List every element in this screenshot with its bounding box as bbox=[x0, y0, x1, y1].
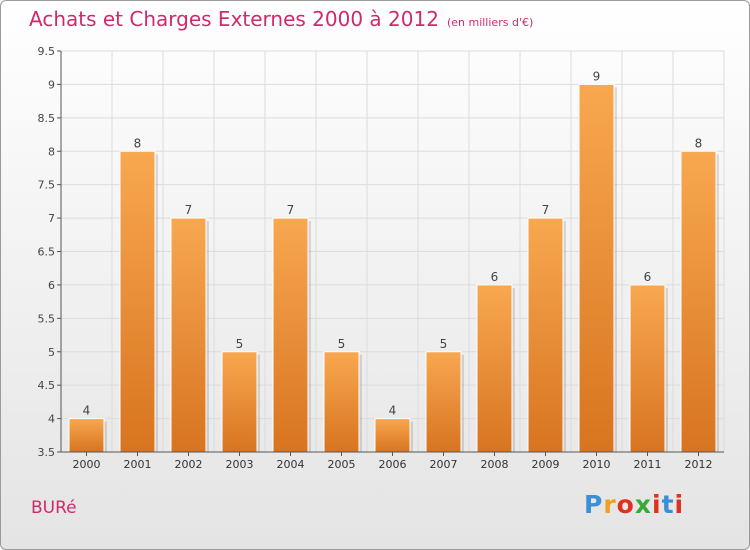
bar bbox=[170, 217, 207, 453]
logo-letter: o bbox=[616, 490, 635, 519]
bar bbox=[680, 150, 717, 453]
chart-title-text: Achats et Charges Externes 2000 à 2012 bbox=[29, 7, 439, 31]
bar bbox=[527, 217, 564, 453]
bar-value-label: 6 bbox=[491, 270, 499, 284]
bar-value-label: 4 bbox=[83, 404, 91, 418]
x-tick-label: 2008 bbox=[481, 458, 509, 471]
labels-group: 3.5 4 4.5 5 5.5 6 6.5 7 7.5 8 8.5 9 9.5 4 2000 8 2001 7 20… bbox=[38, 45, 713, 471]
bar-value-label: 7 bbox=[287, 203, 295, 217]
y-tick-label: 7 bbox=[48, 212, 55, 225]
bar-value-label: 8 bbox=[695, 136, 703, 150]
bar bbox=[221, 351, 258, 453]
bar bbox=[476, 284, 513, 453]
y-tick-label: 3.5 bbox=[38, 446, 56, 459]
y-tick-label: 6 bbox=[48, 279, 55, 292]
bar bbox=[68, 418, 105, 453]
y-tick-label: 6.5 bbox=[38, 246, 56, 259]
logo-letter: r bbox=[603, 490, 617, 519]
x-tick-label: 2007 bbox=[430, 458, 458, 471]
bar-value-label: 7 bbox=[185, 203, 193, 217]
y-tick-label: 4.5 bbox=[38, 379, 56, 392]
bar bbox=[578, 83, 615, 453]
x-tick-label: 2002 bbox=[175, 458, 203, 471]
x-tick-label: 2011 bbox=[634, 458, 662, 471]
bar-value-label: 5 bbox=[338, 337, 346, 351]
x-tick-label: 2006 bbox=[379, 458, 407, 471]
bar-value-label: 5 bbox=[440, 337, 448, 351]
y-tick-label: 9.5 bbox=[38, 45, 56, 58]
bars-group bbox=[68, 83, 719, 453]
x-tick-label: 2001 bbox=[124, 458, 152, 471]
bar bbox=[629, 284, 666, 453]
logo-letter: t bbox=[661, 490, 675, 519]
bar-value-label: 7 bbox=[542, 203, 550, 217]
x-tick-label: 2003 bbox=[226, 458, 254, 471]
proxiti-logo[interactable]: Proxiti bbox=[584, 490, 684, 519]
y-tick-label: 9 bbox=[48, 78, 55, 91]
bar-value-label: 8 bbox=[134, 136, 142, 150]
y-tick-label: 7.5 bbox=[38, 179, 56, 192]
bar bbox=[272, 217, 309, 453]
logo-letter: x bbox=[634, 490, 652, 519]
grid-lines bbox=[60, 50, 725, 453]
chart-title: Achats et Charges Externes 2000 à 2012 (e… bbox=[29, 7, 533, 31]
x-tick-label: 2009 bbox=[532, 458, 560, 471]
x-tick-label: 2010 bbox=[583, 458, 611, 471]
y-tick-label: 5.5 bbox=[38, 312, 56, 325]
bar-value-label: 6 bbox=[644, 270, 652, 284]
x-tick-label: 2004 bbox=[277, 458, 305, 471]
y-tick-label: 4 bbox=[48, 413, 55, 426]
logo-letter: P bbox=[584, 490, 604, 519]
bar bbox=[323, 351, 360, 453]
bar-value-label: 4 bbox=[389, 404, 397, 418]
bar-value-label: 9 bbox=[593, 69, 601, 83]
y-tick-label: 8 bbox=[48, 145, 55, 158]
logo-letter: i bbox=[652, 490, 662, 519]
x-tick-label: 2000 bbox=[73, 458, 101, 471]
bar-value-label: 5 bbox=[236, 337, 244, 351]
logo-letter: i bbox=[674, 490, 685, 519]
y-tick-label: 5 bbox=[48, 346, 55, 359]
axes-group bbox=[57, 50, 724, 456]
bar bbox=[425, 351, 462, 453]
x-tick-label: 2012 bbox=[685, 458, 713, 471]
commune-name: BURé bbox=[31, 498, 77, 518]
chart-unit: (en milliers d'€) bbox=[446, 16, 534, 29]
y-tick-label: 8.5 bbox=[38, 112, 56, 125]
bar bbox=[119, 150, 156, 453]
bar bbox=[374, 418, 411, 453]
x-tick-label: 2005 bbox=[328, 458, 356, 471]
